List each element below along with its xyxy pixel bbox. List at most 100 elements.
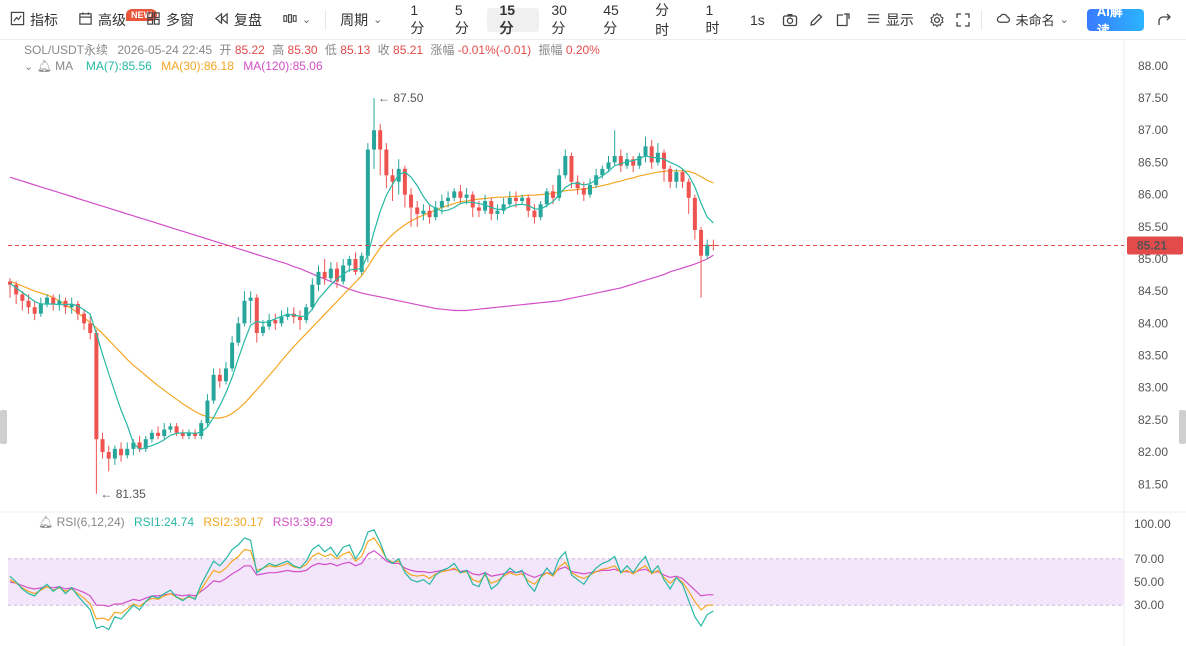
indicator-button[interactable]: 指标 bbox=[0, 6, 68, 34]
layout-dropdown[interactable]: 未命名 ⌄ bbox=[986, 6, 1079, 34]
rsi1-line bbox=[9, 529, 714, 631]
candle-body bbox=[125, 448, 130, 456]
display-label: 显示 bbox=[885, 11, 914, 28]
candle-body bbox=[557, 175, 562, 198]
left-collapse-handle[interactable] bbox=[0, 410, 7, 444]
candle-body bbox=[341, 265, 346, 282]
candle-body bbox=[162, 429, 167, 436]
rsi2-line bbox=[9, 537, 714, 622]
candle-body bbox=[686, 181, 691, 198]
candle-body bbox=[569, 155, 574, 182]
chevron-down-icon[interactable]: ⌄ bbox=[24, 61, 34, 73]
indicator-label: 指标 bbox=[30, 11, 58, 28]
chart-type-button[interactable]: ⌄ bbox=[272, 6, 321, 34]
share-box-icon[interactable] bbox=[830, 6, 856, 34]
candle-body bbox=[236, 323, 241, 343]
period-label: 周期 bbox=[340, 11, 369, 28]
candle-body bbox=[470, 194, 475, 208]
candle-body bbox=[550, 191, 555, 198]
calendar-icon bbox=[78, 11, 93, 29]
change-value: -0.01%(-0.01) bbox=[457, 43, 532, 57]
candle-body bbox=[223, 368, 228, 382]
candle-body bbox=[347, 258, 352, 266]
timeframe-1m[interactable]: 1分 bbox=[410, 1, 425, 36]
rsi-tick-label: 100.00 bbox=[1134, 517, 1171, 531]
replay-button[interactable]: 复盘 bbox=[204, 6, 272, 34]
candle-body bbox=[273, 320, 278, 324]
ma7-line bbox=[9, 155, 714, 451]
price-tick-label: 82.00 bbox=[1138, 445, 1168, 459]
timeframe-45m[interactable]: 45分 bbox=[603, 1, 619, 36]
candle-body bbox=[8, 281, 12, 285]
candle-body bbox=[384, 149, 389, 176]
timeframe-30m[interactable]: 30分 bbox=[551, 1, 567, 36]
rsi-tick-label: 70.00 bbox=[1134, 552, 1164, 566]
candle-body bbox=[310, 284, 315, 308]
timeframe-timeshare[interactable]: 分时 bbox=[655, 1, 670, 38]
price-tick-label: 82.50 bbox=[1138, 413, 1168, 427]
display-button[interactable]: 显示 bbox=[856, 6, 924, 34]
candle-body bbox=[248, 297, 253, 301]
ma7-value: MA(7):85.56 bbox=[85, 59, 152, 73]
candle-body bbox=[322, 271, 327, 279]
open-label: 开 bbox=[219, 43, 232, 57]
candle-body bbox=[643, 146, 648, 156]
timeframe-15m[interactable]: 15分 bbox=[487, 2, 540, 36]
ohlc-info: SOL/USDT永续 2026-05-24 22:45 开 85.22 高 85… bbox=[24, 41, 600, 58]
candle-body bbox=[267, 320, 272, 327]
candle-body bbox=[316, 271, 321, 285]
candle-body bbox=[606, 162, 611, 169]
timeframe-1h[interactable]: 1时 bbox=[705, 1, 720, 36]
candle-body bbox=[199, 423, 204, 436]
candle-body bbox=[112, 448, 117, 459]
ai-interpret-button[interactable]: AI解读 bbox=[1086, 4, 1144, 38]
candle-body bbox=[464, 194, 469, 198]
period-dropdown[interactable]: 周期 ⌄ bbox=[330, 6, 392, 34]
candle-body bbox=[409, 194, 414, 208]
list-icon bbox=[866, 11, 881, 29]
chevron-down-icon: ⌄ bbox=[1059, 14, 1069, 26]
chart-canvas[interactable]: 88.00 87.50 87.00 86.50 86.00 85.50 85.00 84.50… bbox=[0, 40, 1186, 646]
multiwindow-label: 多窗 bbox=[166, 11, 194, 28]
amplitude-value: 0.20% bbox=[565, 43, 600, 57]
rsi-tick-label: 50.00 bbox=[1134, 575, 1164, 589]
candle-body bbox=[328, 268, 333, 279]
rsi1-value: RSI1:24.74 bbox=[133, 515, 195, 529]
bell-icon[interactable]: 🔔︎ bbox=[36, 59, 52, 73]
gear-icon[interactable] bbox=[924, 6, 950, 34]
bell-icon[interactable]: 🔔︎ bbox=[38, 515, 54, 529]
ma30-value: MA(30):86.18 bbox=[161, 59, 234, 73]
candle-body bbox=[174, 426, 179, 433]
cloud-icon bbox=[996, 11, 1011, 29]
candle-body bbox=[63, 300, 68, 308]
replay-label: 复盘 bbox=[234, 11, 262, 28]
candle-body bbox=[14, 284, 19, 295]
right-collapse-handle[interactable] bbox=[1179, 410, 1186, 444]
candle-body bbox=[100, 439, 105, 453]
candle-body bbox=[476, 207, 481, 211]
candle-body bbox=[137, 442, 142, 449]
advanced-button[interactable]: NEW 高级 bbox=[68, 6, 157, 34]
camera-icon[interactable] bbox=[777, 6, 803, 34]
candle-body bbox=[705, 244, 710, 256]
price-tick-label: 84.00 bbox=[1138, 316, 1168, 330]
low-label: 低 bbox=[324, 43, 337, 57]
share-arrow-icon[interactable] bbox=[1152, 6, 1178, 34]
candle-body bbox=[211, 374, 216, 401]
fullscreen-icon[interactable] bbox=[950, 6, 976, 34]
candle-body bbox=[94, 332, 99, 440]
candle-body bbox=[649, 146, 654, 163]
interval-1s[interactable]: 1s bbox=[749, 11, 765, 28]
candle-body bbox=[458, 191, 463, 198]
candle-body bbox=[20, 294, 25, 301]
candle-body bbox=[131, 442, 136, 449]
candle-body bbox=[143, 439, 148, 449]
candle-body bbox=[75, 304, 80, 314]
multiwindow-button[interactable]: 多窗 bbox=[136, 6, 204, 34]
candle-body bbox=[575, 181, 580, 189]
ma-label: MA bbox=[55, 59, 73, 73]
candle-body bbox=[692, 197, 697, 231]
pencil-icon[interactable] bbox=[803, 6, 829, 34]
price-tick-label: 81.50 bbox=[1138, 477, 1168, 491]
timeframe-5m[interactable]: 5分 bbox=[454, 1, 469, 36]
